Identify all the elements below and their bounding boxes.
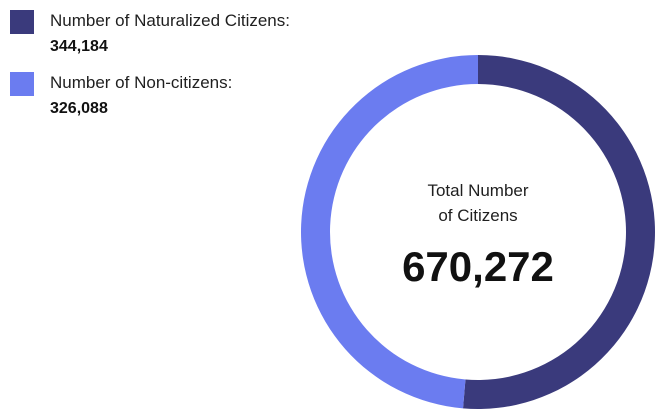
legend-label-non-citizens: Number of Non-citizens: [50,73,233,92]
donut-slice-non-citizens [301,55,478,409]
center-label-line-2: of Citizens [438,206,517,225]
center-label-line-1: Total Number [427,181,528,200]
legend-value-non-citizens: 326,088 [50,100,108,117]
legend-label-naturalized: Number of Naturalized Citizens: [50,11,290,30]
donut-slice-naturalized [463,55,655,410]
legend-value-naturalized: 344,184 [50,38,108,55]
center-total-value: 670,272 [402,243,554,290]
donut-slices [301,55,655,410]
legend-swatch-non-citizens [10,72,34,96]
donut-chart: Total Number of Citizens 670,272 [301,55,655,410]
legend-swatch-naturalized [10,10,34,34]
